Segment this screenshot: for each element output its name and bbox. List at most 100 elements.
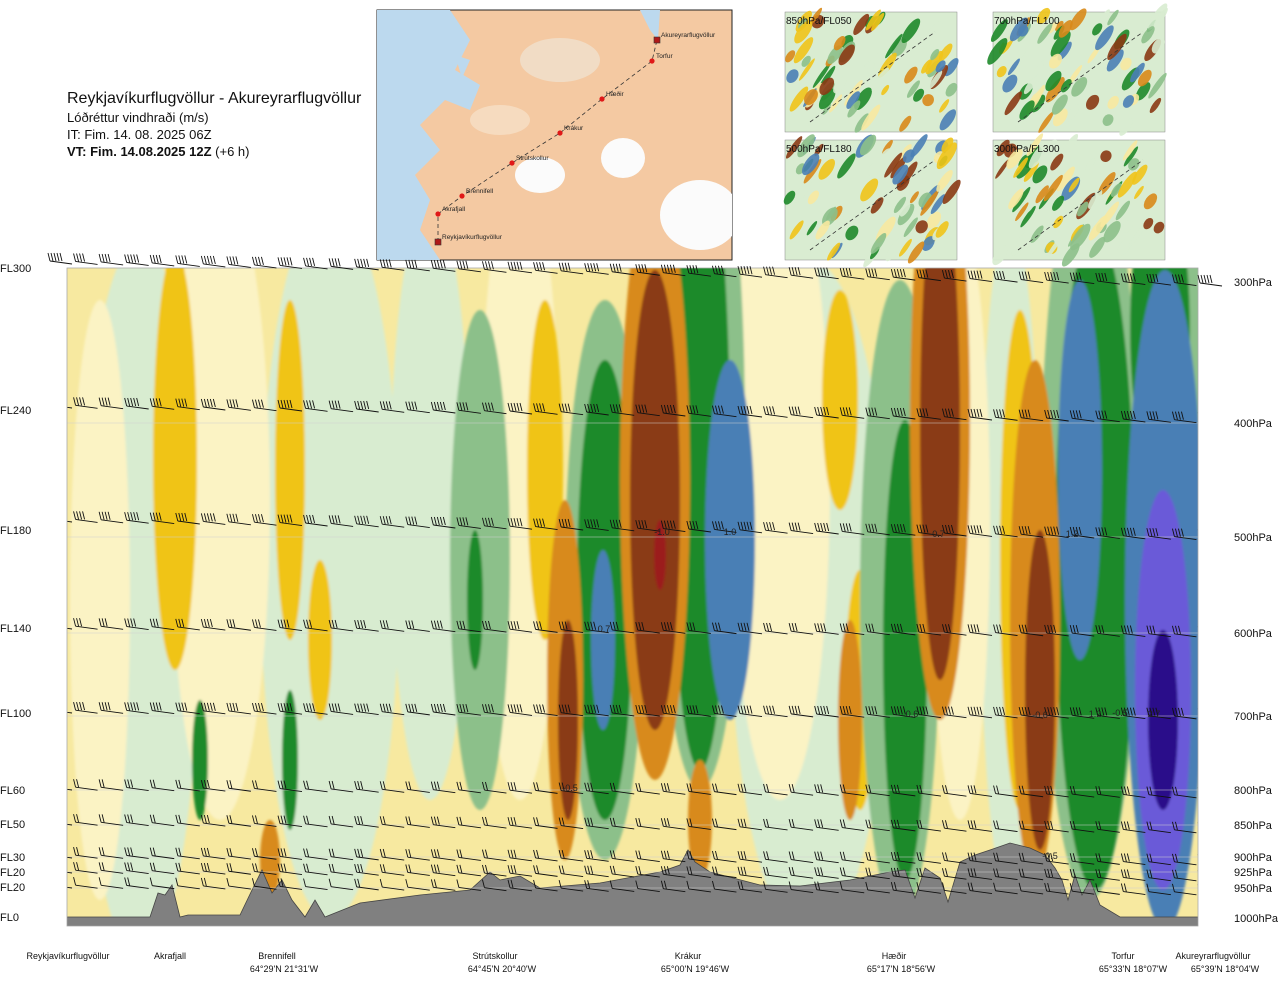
- wind-barb: [967, 820, 993, 832]
- wind-barb: [507, 879, 533, 892]
- wind-barb: [1146, 707, 1171, 720]
- wind-barb: [609, 817, 635, 830]
- wind-barb: [430, 260, 456, 272]
- wind-barb: [839, 523, 865, 535]
- wind-barb: [1044, 868, 1069, 881]
- wind-barb: [328, 848, 354, 861]
- wind-barb: [1018, 820, 1044, 833]
- pressure-level-label: 1000hPa: [1234, 913, 1279, 925]
- wind-barb: [200, 513, 226, 525]
- wind-barb: [609, 865, 635, 878]
- wind-barb: [865, 706, 890, 718]
- wind-barb: [73, 877, 98, 889]
- wind-barb: [609, 263, 635, 276]
- wind-barb: [788, 784, 814, 796]
- wind-barb: [1172, 821, 1197, 834]
- wind-barb: [686, 818, 711, 830]
- waypoint-name: Krákur: [675, 951, 702, 961]
- wind-barb: [942, 882, 967, 894]
- wind-barb: [73, 702, 98, 714]
- wind-barb: [456, 864, 481, 877]
- wind-barb: [763, 522, 788, 534]
- wind-barb: [456, 781, 481, 794]
- contour-region: [630, 270, 680, 730]
- wind-barb: [1069, 272, 1095, 285]
- wind-barb: [328, 258, 354, 270]
- wind-barb: [763, 266, 788, 279]
- wind-barb: [712, 850, 737, 863]
- wind-barb: [1069, 853, 1095, 865]
- waypoint-coord: 65°39'N 18°04'W: [1191, 964, 1260, 974]
- wind-barb: [865, 407, 890, 420]
- wind-barb: [507, 261, 533, 274]
- thumbnail-map: 500hPa/FL180: [783, 134, 961, 268]
- wind-barb: [354, 816, 379, 828]
- wind-barb: [482, 620, 507, 633]
- wind-barb: [660, 850, 686, 863]
- wind-barb: [942, 270, 967, 282]
- wind-barb: [788, 881, 814, 893]
- map-point-label: Akrafjall: [442, 206, 466, 213]
- wind-barb: [482, 849, 507, 862]
- wind-barb: [967, 270, 993, 283]
- wind-barb: [175, 398, 200, 411]
- wind-barb: [67, 886, 73, 889]
- wind-barb: [839, 867, 865, 879]
- wind-barb: [430, 620, 456, 633]
- wind-barb: [916, 784, 941, 797]
- waypoint-name: Akrafjall: [154, 951, 186, 961]
- wind-barb: [1044, 707, 1069, 719]
- wind-barb: [1146, 869, 1171, 882]
- pressure-level-label: 700hPa: [1234, 711, 1273, 723]
- wind-barb: [175, 877, 200, 890]
- wind-barb: [124, 814, 149, 826]
- waypoint-coord: 65°33'N 18°07'W: [1099, 964, 1168, 974]
- wind-barb: [788, 267, 814, 279]
- wind-barb: [609, 880, 635, 892]
- wind-barb: [1172, 411, 1197, 424]
- wind-barb: [175, 255, 200, 267]
- wind-barb: [1146, 411, 1171, 423]
- wind-barb: [635, 880, 660, 893]
- wind-barb: [124, 512, 149, 524]
- plot-area: -1.0 1.0 -0.7 1.2 0.7 -0.5 0.6 -0.6 1.2 2.7 -0.5 -0…: [0, 252, 1279, 974]
- contour-value-label: -0.7: [929, 529, 945, 539]
- route-line: [437, 39, 658, 242]
- pressure-level-label: 925hPa: [1234, 867, 1273, 879]
- wind-barb: [303, 400, 328, 412]
- wind-barb: [737, 866, 763, 879]
- wind-barb: [763, 783, 788, 796]
- wind-barb: [942, 524, 967, 537]
- wind-barb: [405, 703, 430, 716]
- wind-barb: [635, 704, 660, 717]
- wind-barb: [328, 815, 354, 828]
- wind-barb: [124, 254, 149, 266]
- wind-barb: [226, 399, 251, 411]
- wind-barb: [1172, 707, 1197, 720]
- wind-barb: [226, 513, 251, 526]
- wind-barb: [993, 852, 1018, 865]
- wind-barb: [277, 878, 303, 890]
- wind-barb: [1018, 409, 1044, 422]
- map-point-label: Krákur: [564, 125, 584, 132]
- thumbnail-label: 500hPa/FL180: [786, 144, 852, 155]
- wind-barb: [379, 848, 405, 861]
- wind-barb: [482, 864, 507, 877]
- wind-barb: [1018, 624, 1044, 637]
- wind-barb: [635, 404, 660, 417]
- wind-barb: [175, 847, 200, 860]
- wind-barb: [482, 879, 507, 892]
- flight-level-label: FL20: [0, 867, 25, 879]
- wind-barb: [609, 782, 635, 795]
- wind-barb: [456, 402, 481, 414]
- chart-title: Reykjavíkurflugvöllur - Akureyrarflugvöl…: [67, 90, 362, 107]
- wind-barb: [73, 253, 98, 265]
- wind-barb: [1120, 786, 1146, 798]
- wind-barb: [354, 515, 379, 528]
- wind-barb: [226, 877, 251, 890]
- map-point-marker: [599, 96, 605, 102]
- contour-value-label: -0.5: [1112, 708, 1128, 718]
- waypoint-name: Brennifell: [258, 951, 296, 961]
- wind-barbs: [67, 397, 1198, 896]
